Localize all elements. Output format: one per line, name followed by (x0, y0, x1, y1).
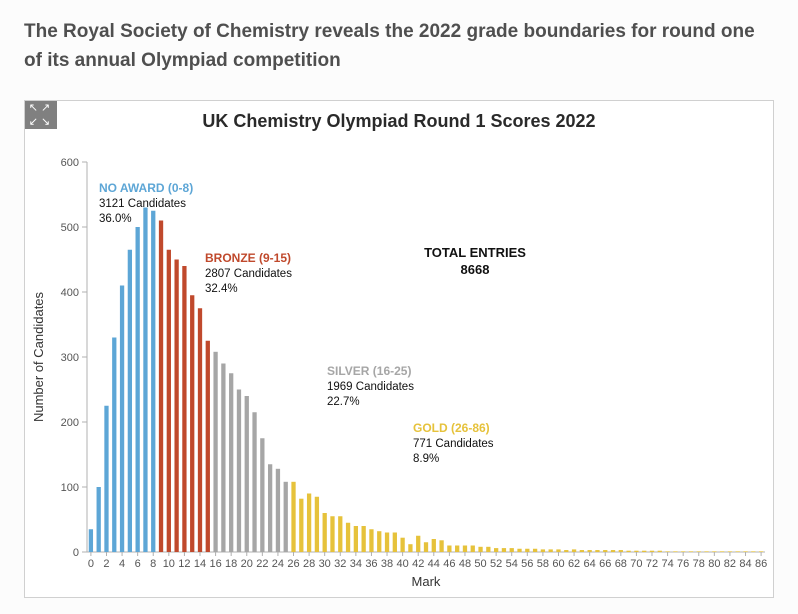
svg-text:3121 Candidates: 3121 Candidates (99, 198, 186, 210)
svg-text:78: 78 (693, 558, 705, 570)
svg-text:46: 46 (443, 558, 455, 570)
total-entries-value: 8668 (461, 262, 490, 277)
svg-text:4: 4 (119, 558, 125, 570)
svg-text:42: 42 (412, 558, 424, 570)
svg-text:74: 74 (661, 558, 673, 570)
svg-text:500: 500 (61, 222, 79, 234)
svg-text:54: 54 (506, 558, 518, 570)
annotation-no_award: NO AWARD (0-8) (99, 181, 193, 195)
svg-text:34: 34 (350, 558, 362, 570)
annotation-bronze: BRONZE (9-15) (205, 251, 291, 265)
expand-icon[interactable]: ↖↗↙↘ (25, 101, 57, 129)
svg-text:771 Candidates: 771 Candidates (413, 438, 494, 450)
svg-text:2: 2 (103, 558, 109, 570)
total-entries-label: TOTAL ENTRIES (424, 245, 526, 260)
svg-text:10: 10 (163, 558, 175, 570)
svg-text:32.4%: 32.4% (205, 283, 238, 295)
svg-text:36: 36 (365, 558, 377, 570)
y-axis-label: Number of Candidates (31, 291, 46, 422)
svg-text:48: 48 (459, 558, 471, 570)
svg-text:56: 56 (521, 558, 533, 570)
svg-text:70: 70 (630, 558, 642, 570)
svg-text:6: 6 (135, 558, 141, 570)
svg-text:200: 200 (61, 417, 79, 429)
svg-text:0: 0 (88, 558, 94, 570)
svg-text:82: 82 (724, 558, 736, 570)
svg-text:40: 40 (396, 558, 408, 570)
annotation-gold: GOLD (26-86) (413, 421, 490, 435)
svg-text:38: 38 (381, 558, 393, 570)
svg-text:22: 22 (256, 558, 268, 570)
svg-text:26: 26 (287, 558, 299, 570)
svg-text:66: 66 (599, 558, 611, 570)
svg-text:100: 100 (61, 482, 79, 494)
svg-text:18: 18 (225, 558, 237, 570)
svg-text:12: 12 (178, 558, 190, 570)
svg-text:1969 Candidates: 1969 Candidates (327, 381, 414, 393)
svg-text:32: 32 (334, 558, 346, 570)
svg-text:62: 62 (568, 558, 580, 570)
chart-title: UK Chemistry Olympiad Round 1 Scores 202… (25, 101, 773, 132)
svg-text:36.0%: 36.0% (99, 213, 132, 225)
svg-text:20: 20 (241, 558, 253, 570)
svg-text:68: 68 (615, 558, 627, 570)
svg-text:50: 50 (474, 558, 486, 570)
svg-text:76: 76 (677, 558, 689, 570)
svg-text:24: 24 (272, 558, 284, 570)
svg-text:8.9%: 8.9% (413, 453, 439, 465)
svg-text:400: 400 (61, 287, 79, 299)
svg-text:60: 60 (552, 558, 564, 570)
svg-text:14: 14 (194, 558, 206, 570)
svg-text:52: 52 (490, 558, 502, 570)
svg-text:2807 Candidates: 2807 Candidates (205, 268, 292, 280)
svg-text:86: 86 (755, 558, 767, 570)
svg-text:58: 58 (537, 558, 549, 570)
svg-text:80: 80 (708, 558, 720, 570)
svg-text:16: 16 (209, 558, 221, 570)
chart-svg: 0100200300400500600024681012141618202224… (25, 132, 773, 597)
svg-text:30: 30 (319, 558, 331, 570)
svg-text:84: 84 (739, 558, 751, 570)
svg-text:0: 0 (73, 547, 79, 559)
page-title: The Royal Society of Chemistry reveals t… (0, 0, 798, 100)
x-axis-label: Mark (412, 574, 441, 589)
chart-container: ↖↗↙↘ UK Chemistry Olympiad Round 1 Score… (24, 100, 774, 598)
svg-text:22.7%: 22.7% (327, 396, 360, 408)
annotation-silver: SILVER (16-25) (327, 364, 411, 378)
svg-text:300: 300 (61, 352, 79, 364)
svg-text:28: 28 (303, 558, 315, 570)
svg-text:8: 8 (150, 558, 156, 570)
svg-text:72: 72 (646, 558, 658, 570)
svg-text:64: 64 (584, 558, 596, 570)
svg-text:44: 44 (428, 558, 440, 570)
svg-text:600: 600 (61, 157, 79, 169)
